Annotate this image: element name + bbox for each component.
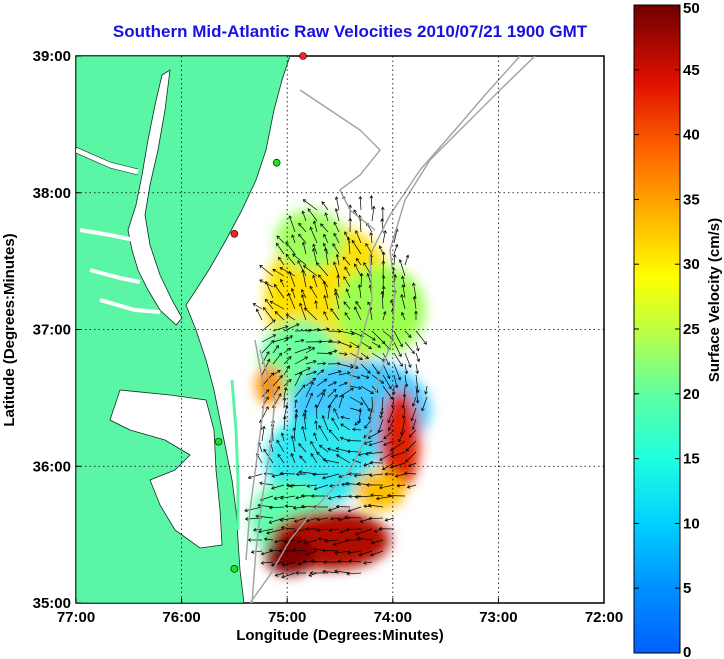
station-marker xyxy=(230,565,239,573)
colorbar-tick-label: 30 xyxy=(683,256,700,273)
y-tick-label: 37:00 xyxy=(33,322,71,339)
y-axis-ticks: 39:00 38:00 37:00 36:00 35:00 xyxy=(33,48,81,612)
station-markers xyxy=(214,52,307,573)
colorbar-tick-label: 50 xyxy=(683,0,700,17)
station-marker xyxy=(230,229,239,238)
bathymetry-contours xyxy=(245,56,536,603)
x-tick-label: 72:00 xyxy=(585,609,623,626)
colorbar-tick-label: 10 xyxy=(683,515,700,532)
colorbar-label: Surface Velocity (cm/s) xyxy=(706,218,723,382)
map-title: Southern Mid-Atlantic Raw Velocities 201… xyxy=(112,22,588,41)
colorbar-tick-label: 25 xyxy=(683,321,700,338)
colorbar-tick-label: 45 xyxy=(683,62,700,79)
x-axis-label: Longitude (Degrees:Minutes) xyxy=(236,627,444,644)
x-tick-label: 74:00 xyxy=(374,609,412,626)
colorbar-tick-label: 35 xyxy=(683,191,700,208)
y-tick-label: 35:00 xyxy=(33,595,71,612)
colorbar-tick-label: 0 xyxy=(683,644,691,659)
x-tick-label: 73:00 xyxy=(479,609,517,626)
x-tick-label: 76:00 xyxy=(162,609,200,626)
x-axis-ticks: 77:00 76:00 75:00 74:00 73:00 72:00 xyxy=(57,598,623,626)
station-marker xyxy=(214,437,223,446)
pamlico-sound xyxy=(109,389,223,549)
y-tick-label: 36:00 xyxy=(33,458,71,475)
colorbar xyxy=(633,4,681,654)
map-grid xyxy=(76,56,604,603)
station-marker xyxy=(272,158,281,167)
y-tick-label: 38:00 xyxy=(33,185,71,202)
colorbar-tick-label: 15 xyxy=(683,451,700,468)
y-tick-label: 39:00 xyxy=(33,48,71,65)
colorbar-tick-label: 20 xyxy=(683,386,700,403)
colorbar-tick-label: 40 xyxy=(683,127,700,144)
y-axis-label: Latitude (Degrees:Minutes) xyxy=(1,233,18,426)
x-tick-label: 77:00 xyxy=(57,609,95,626)
station-marker xyxy=(299,52,307,60)
land-mass xyxy=(76,56,291,603)
colorbar-tick-label: 5 xyxy=(683,580,691,597)
x-tick-label: 75:00 xyxy=(268,609,306,626)
